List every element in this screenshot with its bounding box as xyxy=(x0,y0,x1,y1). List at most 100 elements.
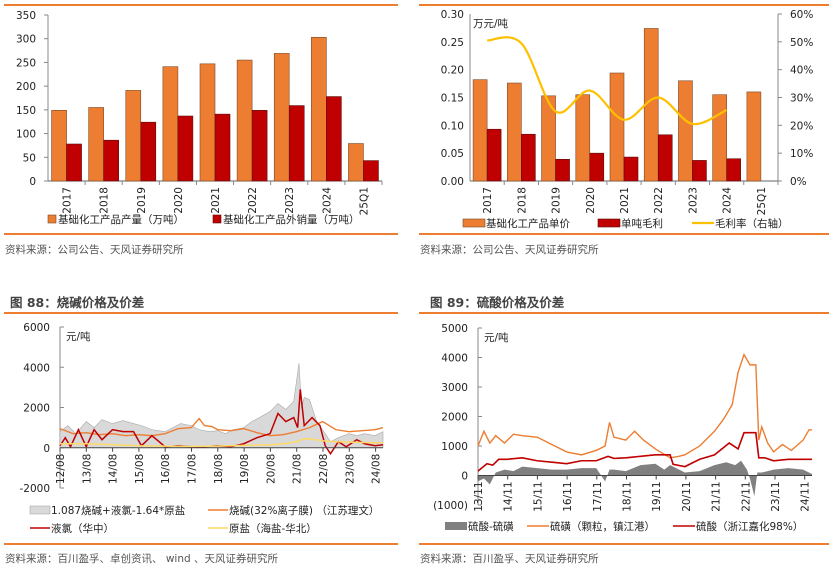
top-rule-3 xyxy=(4,312,398,314)
x-tick-label: 24/08 xyxy=(371,454,383,484)
line-sulfuric-acid xyxy=(477,431,812,472)
legend-label-sales: 基础化工产品外销量（万吨） xyxy=(223,213,360,226)
area-acid-sulfur-spread xyxy=(478,460,812,497)
bar-production xyxy=(348,143,364,182)
x-tick-label: 2022 xyxy=(247,187,259,214)
y-tick-label: 250 xyxy=(16,57,36,69)
line-sulfur xyxy=(477,352,812,459)
line-liquid-chlorine xyxy=(59,389,384,456)
x-tick-label: 14/08 xyxy=(108,454,120,484)
y-tick-label: 150 xyxy=(16,105,36,117)
x-tick-label: 25Q1 xyxy=(358,187,370,215)
x-tick-label: 21/11 xyxy=(711,482,723,512)
bar-unit-margin xyxy=(521,133,536,182)
bar-unit-price xyxy=(575,94,591,182)
legend-swatch-sales xyxy=(212,214,222,224)
x-tick-label: 2020 xyxy=(173,187,185,214)
y2-tick-label: 20% xyxy=(790,120,813,132)
x-tick-label: 2024 xyxy=(722,187,734,214)
y2-tick-label: 60% xyxy=(790,9,813,21)
bar-production xyxy=(199,63,216,182)
y-tick-label: -2000 xyxy=(19,483,50,495)
bar-sales xyxy=(363,160,379,182)
legend-label-caustic-soda: 烧碱(32%离子膜) （江苏理文） xyxy=(229,504,379,517)
bar-sales xyxy=(288,105,305,182)
legend-label-production: 基础化工产品产量（万吨） xyxy=(58,213,184,226)
legend-swatch-unit-price xyxy=(462,218,486,228)
x-tick-label: 2017 xyxy=(482,187,494,214)
unit-label: 元/吨 xyxy=(484,331,509,344)
y-tick-label: 6000 xyxy=(23,322,50,334)
y-tick-label: 50 xyxy=(23,152,36,164)
y-tick-label: 300 xyxy=(16,34,36,46)
chart-sulfuric-acid: (1000) 0 1000 2000 3000 4000 5000 元/吨 13/11 14/11… xyxy=(433,323,812,533)
source-note-4: 资料来源：百川盈孚、天风证券研究所 xyxy=(420,553,599,565)
source-note-1: 资料来源：公司公告、天风证券研究所 xyxy=(5,244,184,256)
x-tick-label: 2023 xyxy=(687,187,699,214)
bar-sales xyxy=(103,139,119,182)
bar-sales xyxy=(66,143,82,182)
top-rule-2 xyxy=(419,4,829,6)
y2-tick-label: 50% xyxy=(790,37,813,49)
x-tick-label: 2021 xyxy=(210,187,222,214)
legend-label-sulfur: 硫磺（颗粒，镇江港） xyxy=(550,520,655,533)
legend-swatch-acid-sulfur-spread xyxy=(445,522,467,530)
legend-swatch-unit-margin xyxy=(597,218,621,228)
x-tick-label: 17/11 xyxy=(592,482,604,512)
y-tick-label: 100 xyxy=(16,129,36,141)
y2-tick-label: 40% xyxy=(790,65,813,77)
bar-unit-margin xyxy=(657,134,673,182)
bar-sales xyxy=(140,121,157,182)
y-tick-label: 200 xyxy=(16,81,36,93)
bottom-rule-2 xyxy=(419,233,829,235)
bar-unit-margin xyxy=(623,156,639,182)
bar-unit-price xyxy=(712,94,727,182)
x-tick-label: 13/11 xyxy=(473,482,485,512)
legend-swatch-spread xyxy=(29,505,51,515)
bar-unit-margin xyxy=(555,158,570,182)
x-tick-label: 12/08 xyxy=(55,454,67,484)
legend-label-liquid-chlorine: 液氯（华中） xyxy=(51,522,114,535)
top-rule-4 xyxy=(419,312,829,314)
x-tick-label: 13/08 xyxy=(81,454,93,484)
x-tick-label: 19/08 xyxy=(239,454,251,484)
bar-unit-margin xyxy=(726,158,741,182)
legend-label-acid-sulfur-spread: 硫酸-硫磺 xyxy=(468,520,514,533)
y2-tick-label: 30% xyxy=(790,93,813,105)
y-tick-label: 0 xyxy=(461,471,468,483)
x-tick-label: 2024 xyxy=(321,187,333,214)
bar-unit-margin xyxy=(692,160,707,182)
legend-label-raw-salt: 原盐（海盐-华北） xyxy=(229,522,317,535)
source-note-3: 资料来源：百川盈孚、卓创资讯、 wind 、天风证券研究所 xyxy=(5,553,278,565)
chart-production: 0 50 100 150 200 250 300 350 2017 2018 2019 2020 202… xyxy=(16,10,383,226)
x-tick-label: 23/08 xyxy=(344,454,356,484)
bar-production xyxy=(311,36,327,182)
bottom-rule-4 xyxy=(419,543,829,545)
bar-sales xyxy=(326,96,342,182)
x-tick-label: 2018 xyxy=(516,187,528,214)
bar-production xyxy=(273,53,290,182)
x-tick-label: 20/11 xyxy=(681,482,693,512)
y-tick-label: 0 xyxy=(29,176,36,188)
x-tick-label: 2020 xyxy=(585,187,597,214)
x-tick-label: 2018 xyxy=(99,187,111,214)
x-tick-label: 2019 xyxy=(136,187,148,214)
bar-unit-price xyxy=(678,80,693,182)
line-raw-salt xyxy=(60,437,383,448)
x-tick-label: 15/08 xyxy=(134,454,146,484)
bar-unit-price xyxy=(609,72,625,182)
x-tick-label: 18/08 xyxy=(213,454,225,484)
y-tick-label: 0.30 xyxy=(441,9,464,21)
line-caustic-soda xyxy=(59,417,384,437)
figure-title-89: 图 89：硫酸价格及价差 xyxy=(430,295,565,310)
y2-tick-label: 0% xyxy=(790,176,807,188)
source-note-2: 资料来源：公司公告、天风证券研究所 xyxy=(420,244,599,256)
x-tick-label: 2017 xyxy=(62,187,74,214)
x-tick-label: 2021 xyxy=(619,187,631,214)
bar-production xyxy=(236,59,253,182)
legend-swatch-production xyxy=(47,214,57,224)
x-tick-label: 18/11 xyxy=(622,482,634,512)
figure-title-88: 图 88：烧碱价格及价差 xyxy=(10,295,145,310)
x-tick-label: 22/08 xyxy=(318,454,330,484)
bottom-rule-3 xyxy=(4,543,398,545)
